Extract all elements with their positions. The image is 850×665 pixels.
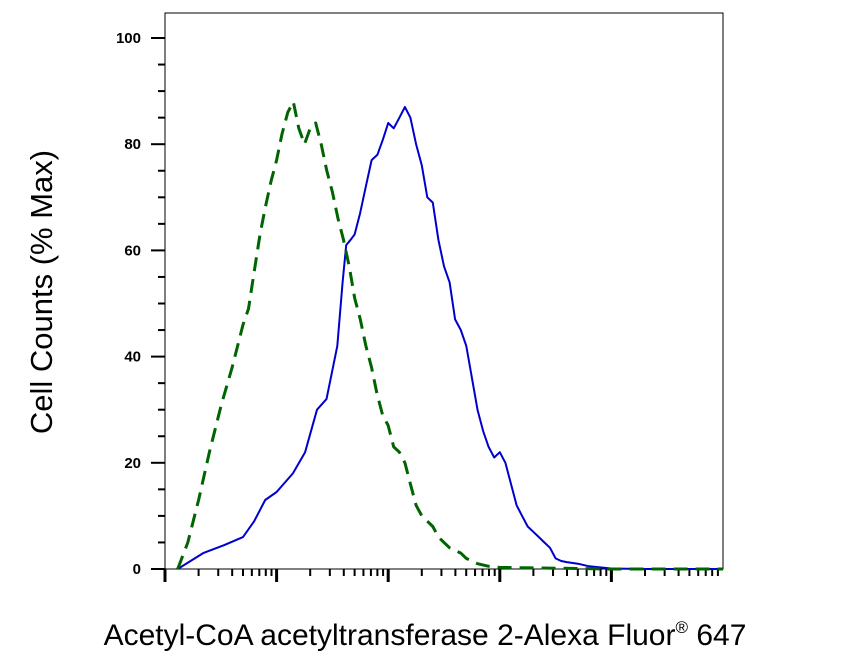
x-axis-title: Acetyl-CoA acetyltransferase 2-Alexa Flu… — [104, 618, 747, 652]
control-series-line — [176, 100, 723, 571]
x-axis — [163, 569, 719, 582]
y-axis-title: Cell Counts (% Max) — [24, 150, 59, 434]
y-tick-label: 20 — [124, 455, 141, 472]
y-tick-label: 60 — [124, 242, 141, 259]
sample-series-line — [177, 106, 723, 570]
y-tick-label: 100 — [116, 30, 141, 47]
plot-frame — [164, 12, 724, 570]
series-layer — [176, 100, 723, 571]
y-tick-label: 0 — [133, 561, 141, 578]
y-tick-label: 40 — [124, 349, 141, 366]
y-tick-label: 80 — [124, 136, 141, 153]
y-axis: 0 20 40 60 80 100 — [116, 13, 166, 578]
